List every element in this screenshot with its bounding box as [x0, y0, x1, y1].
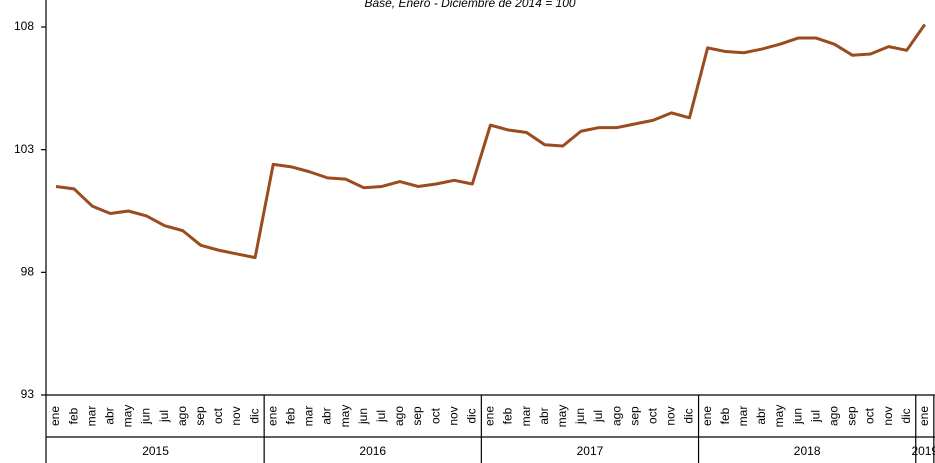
- year-label: 2018: [794, 444, 821, 458]
- x-tick-label: nov: [446, 406, 460, 425]
- x-tick-label: mar: [519, 406, 533, 427]
- x-tick-label: jul: [157, 410, 171, 423]
- x-tick-label: ene: [700, 406, 714, 426]
- y-tick-label: 98: [21, 265, 35, 279]
- x-tick-label: nov: [229, 406, 243, 425]
- year-label: 2017: [577, 444, 604, 458]
- y-tick-label: 93: [21, 387, 35, 401]
- x-tick-label: nov: [664, 406, 678, 425]
- x-tick-label: mar: [302, 406, 316, 427]
- x-tick-label: ene: [48, 406, 62, 426]
- x-tick-label: mar: [736, 406, 750, 427]
- x-tick-label: sep: [627, 406, 641, 426]
- x-tick-label: feb: [66, 407, 80, 424]
- y-tick-label: 108: [14, 19, 34, 33]
- x-tick-label: may: [338, 405, 352, 428]
- x-tick-label: may: [121, 405, 135, 428]
- x-tick-label: jun: [356, 408, 370, 425]
- x-tick-label: feb: [283, 407, 297, 424]
- x-tick-label: jun: [790, 408, 804, 425]
- year-label: 2015: [142, 444, 169, 458]
- x-tick-label: jun: [139, 408, 153, 425]
- x-tick-label: may: [555, 405, 569, 428]
- x-tick-label: sep: [410, 406, 424, 426]
- x-tick-label: dic: [899, 408, 913, 423]
- x-tick-label: ago: [392, 406, 406, 426]
- chart-title: Base, Enero - Diciembre de 2014 = 100: [364, 0, 575, 10]
- year-label: 2019: [911, 444, 935, 458]
- x-tick-label: abr: [320, 407, 334, 424]
- x-tick-label: abr: [754, 407, 768, 424]
- x-tick-label: abr: [537, 407, 551, 424]
- x-tick-label: dic: [464, 408, 478, 423]
- x-tick-label: ago: [175, 406, 189, 426]
- x-tick-label: may: [772, 405, 786, 428]
- x-tick-label: dic: [682, 408, 696, 423]
- x-tick-label: sep: [193, 406, 207, 426]
- x-tick-label: sep: [845, 406, 859, 426]
- x-tick-label: abr: [102, 407, 116, 424]
- x-tick-label: feb: [718, 407, 732, 424]
- x-tick-label: mar: [84, 406, 98, 427]
- x-tick-label: nov: [881, 406, 895, 425]
- x-tick-label: ene: [917, 406, 931, 426]
- series-line: [55, 23, 927, 260]
- x-tick-label: oct: [863, 407, 877, 424]
- x-tick-label: jun: [573, 408, 587, 425]
- x-tick-label: oct: [645, 407, 659, 424]
- x-tick-label: oct: [428, 407, 442, 424]
- x-tick-label: ene: [265, 406, 279, 426]
- x-tick-label: ago: [826, 406, 840, 426]
- x-tick-label: ago: [609, 406, 623, 426]
- x-tick-label: ene: [483, 406, 497, 426]
- x-tick-label: jul: [591, 410, 605, 423]
- x-tick-label: feb: [501, 407, 515, 424]
- year-label: 2016: [359, 444, 386, 458]
- x-tick-label: jul: [808, 410, 822, 423]
- x-tick-label: jul: [374, 410, 388, 423]
- y-tick-label: 103: [14, 142, 34, 156]
- x-tick-label: dic: [247, 408, 261, 423]
- x-tick-label: oct: [211, 407, 225, 424]
